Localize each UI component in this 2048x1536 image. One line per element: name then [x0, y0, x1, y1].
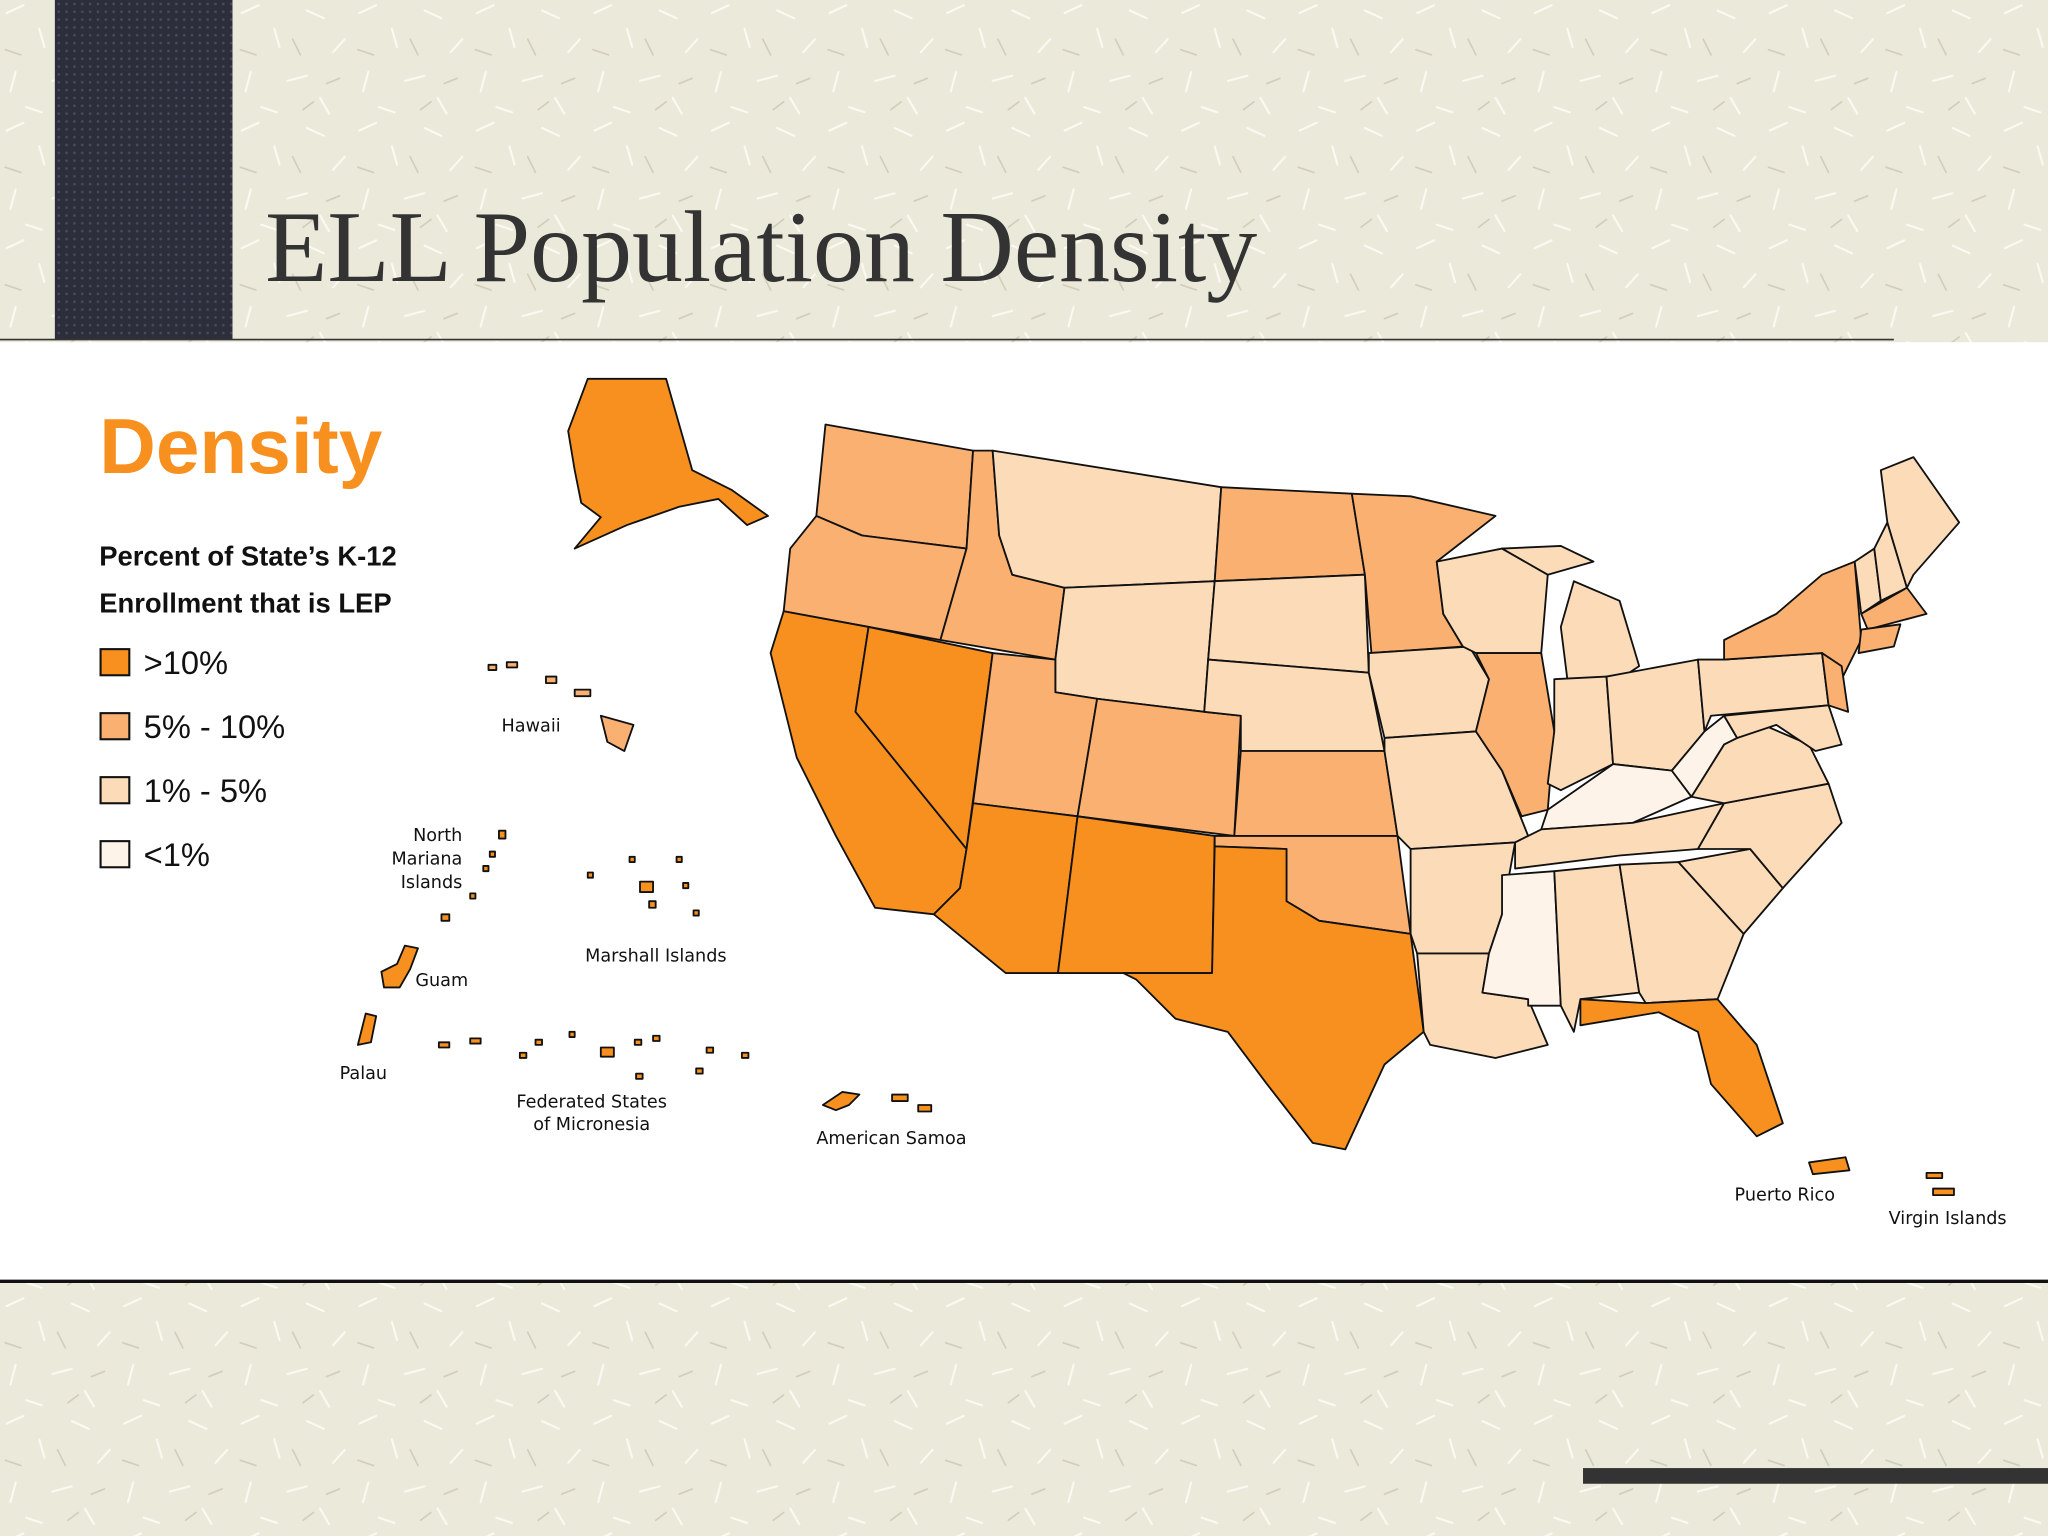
legend-swatch — [99, 840, 131, 869]
island — [586, 871, 594, 879]
island — [692, 909, 700, 917]
map-subtitle: Percent of State’s K-12 — [99, 541, 397, 572]
island — [488, 850, 496, 858]
island — [440, 913, 451, 922]
island — [534, 1038, 543, 1046]
map-label: of Micronesia — [533, 1115, 650, 1135]
legend-swatch — [99, 648, 131, 677]
map-label: Islands — [401, 873, 463, 893]
island — [469, 1037, 482, 1045]
island-dots — [437, 829, 750, 1080]
map — [356, 377, 1961, 1197]
island — [518, 1051, 528, 1059]
map-label: North — [413, 826, 462, 846]
map-heading: Density — [99, 402, 382, 490]
state — [1057, 815, 1216, 974]
island — [356, 1012, 378, 1046]
island — [1808, 1156, 1851, 1176]
island — [695, 1067, 704, 1075]
island — [599, 1046, 615, 1058]
island — [505, 661, 519, 669]
state — [1723, 704, 1843, 752]
island — [917, 1104, 933, 1113]
map-label: Mariana — [391, 850, 462, 870]
state — [1122, 845, 1425, 1151]
island — [652, 1034, 661, 1042]
state — [1233, 750, 1399, 837]
island — [380, 944, 419, 989]
map-label: Guam — [415, 971, 468, 991]
alaska — [567, 377, 769, 550]
state — [1821, 652, 1850, 713]
state — [1579, 998, 1784, 1138]
legend: >10% 5% - 10% 1% - 5% <1% — [99, 644, 286, 873]
state — [1207, 573, 1370, 674]
map-label: Marshall Islands — [585, 946, 726, 966]
island — [675, 855, 683, 863]
legend-label: <1% — [144, 836, 210, 873]
map-label: Palau — [340, 1064, 388, 1084]
map-subtitle: Enrollment that is LEP — [99, 588, 391, 619]
state — [1054, 580, 1216, 713]
legend-swatch — [99, 776, 131, 805]
slide-title: ELL Population Density — [265, 191, 1257, 304]
island — [1932, 1187, 1955, 1197]
state — [1475, 652, 1556, 818]
island — [599, 714, 635, 752]
state — [1860, 586, 1928, 631]
island — [469, 892, 477, 900]
map-label: Federated States — [516, 1093, 666, 1113]
island — [437, 1041, 451, 1049]
map-label: Puerto Rico — [1735, 1185, 1836, 1205]
state — [1076, 697, 1242, 837]
state — [1501, 545, 1595, 576]
legend-swatch — [99, 712, 131, 741]
accent-bar — [54, 0, 233, 340]
island — [498, 829, 507, 840]
island — [639, 880, 654, 893]
island — [633, 1038, 643, 1046]
island — [740, 1051, 750, 1059]
map-label: Virgin Islands — [1889, 1209, 2007, 1229]
map-label: Hawaii — [502, 716, 561, 736]
island — [891, 1093, 909, 1102]
island — [573, 688, 592, 698]
footer-bar — [1583, 1468, 2048, 1484]
state — [1367, 645, 1490, 739]
island — [1925, 1171, 1944, 1180]
island — [635, 1072, 644, 1080]
legend-label: 5% - 10% — [144, 708, 286, 745]
island — [545, 675, 558, 685]
island — [705, 1046, 715, 1054]
island — [628, 855, 636, 863]
island — [821, 1091, 861, 1112]
island — [568, 1030, 576, 1038]
legend-label: >10% — [144, 644, 228, 681]
legend-label: 1% - 5% — [144, 772, 267, 809]
island — [682, 882, 690, 890]
state — [1857, 623, 1902, 654]
island — [487, 663, 498, 671]
island — [648, 900, 657, 909]
state — [1213, 486, 1366, 583]
map-label: American Samoa — [816, 1129, 966, 1149]
island — [482, 865, 490, 873]
